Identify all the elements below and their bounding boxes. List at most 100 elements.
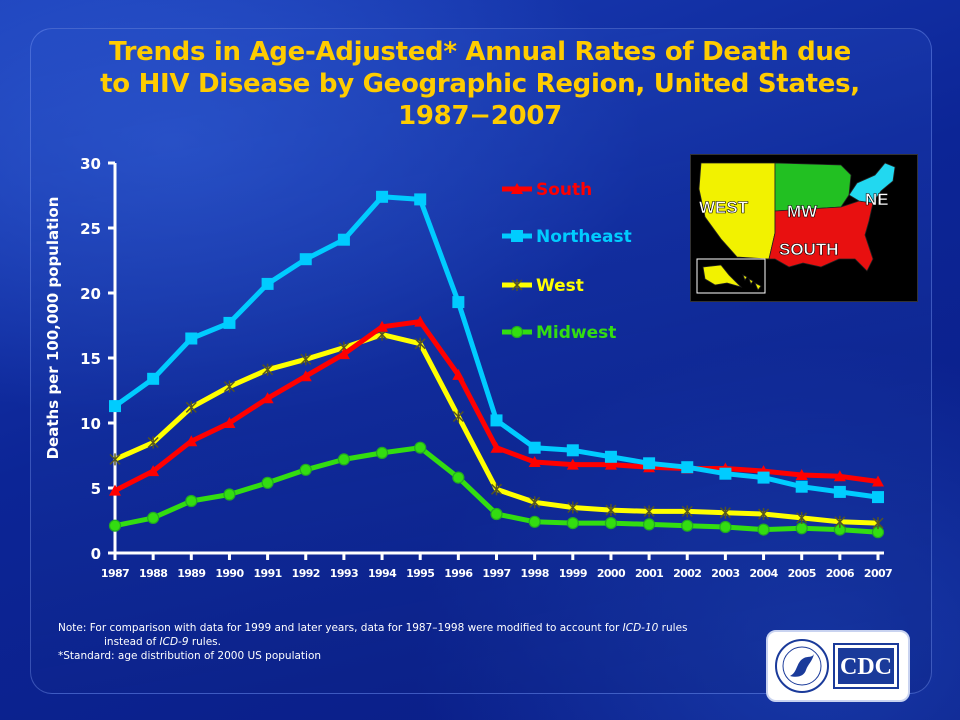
data-point — [529, 496, 541, 509]
data-point — [376, 320, 389, 332]
x-tick-label: 1999 — [559, 567, 587, 580]
data-point — [337, 233, 350, 246]
data-point — [528, 515, 541, 528]
data-point — [452, 296, 465, 309]
data-point — [719, 506, 731, 519]
data-point — [681, 461, 694, 474]
x-tick-label: 1993 — [330, 567, 358, 580]
chart-axes: 0 5 10 15 20 25 30 1987 1988 1989 1990 1991 1992 1993… — [44, 155, 893, 580]
data-point — [300, 353, 312, 366]
data-point — [511, 279, 523, 291]
data-point — [109, 484, 121, 496]
data-point — [261, 476, 274, 489]
data-point — [147, 436, 159, 449]
data-point — [414, 337, 426, 350]
data-point — [337, 453, 350, 466]
cdc-logo-graphic: CDC — [775, 639, 899, 693]
x-tick-label: 1997 — [482, 567, 510, 580]
data-point — [223, 380, 235, 393]
y-tick-label: 5 — [91, 480, 101, 498]
data-point — [795, 469, 808, 480]
data-point — [528, 441, 541, 454]
data-point — [299, 253, 312, 266]
legend-item-south: South — [502, 180, 592, 200]
x-tick-label: 1994 — [368, 567, 397, 580]
data-point — [757, 523, 770, 536]
series-south — [109, 315, 884, 496]
data-point — [795, 480, 808, 493]
data-point — [299, 370, 312, 382]
y-axis-label: Deaths per 100,000 population — [44, 197, 62, 460]
data-point — [834, 515, 846, 528]
data-point — [223, 488, 236, 501]
note-line-1: Note: For comparison with data for 1999 … — [58, 622, 688, 634]
hhs-eagle-icon — [790, 654, 814, 677]
data-point — [109, 400, 121, 413]
data-point — [719, 467, 732, 480]
x-tick-label: 2002 — [673, 567, 701, 580]
x-tick-label: 2006 — [826, 567, 855, 580]
data-point — [147, 511, 160, 525]
data-point — [643, 457, 656, 470]
us-region-map: WEST MW SOUTH NE — [690, 154, 918, 302]
data-point — [511, 183, 523, 194]
y-tick-label: 15 — [80, 350, 101, 368]
note-line-3: *Standard: age distribution of 2000 US p… — [58, 650, 322, 662]
map-inset-frame — [696, 258, 766, 294]
x-tick-label: 2004 — [749, 567, 778, 580]
data-point — [643, 505, 655, 518]
data-point — [833, 485, 846, 498]
data-point — [490, 483, 503, 496]
data-point — [452, 410, 464, 423]
us-region-map-graphic: WEST MW SOUTH NE — [696, 162, 896, 294]
data-point — [108, 519, 122, 532]
data-point — [490, 441, 503, 453]
map-label-northeast: NE — [865, 190, 889, 209]
data-point — [299, 463, 312, 476]
map-label-west: WEST — [699, 198, 749, 217]
series-midwest — [108, 441, 885, 539]
x-tick-label: 2001 — [635, 567, 663, 580]
x-tick-label: 2005 — [788, 567, 816, 580]
x-tick-label: 1991 — [253, 567, 281, 580]
data-point — [872, 517, 884, 530]
data-point — [566, 444, 579, 457]
data-point — [261, 277, 274, 290]
data-point — [681, 519, 694, 532]
legend-label: South — [536, 180, 592, 200]
data-point — [337, 348, 350, 360]
data-point — [109, 453, 121, 466]
chart-title-line-2: to HIV Disease by Geographic Region, Uni… — [100, 69, 860, 99]
data-point — [566, 516, 579, 530]
series-northeast — [109, 190, 884, 504]
y-tick-label: 30 — [80, 155, 101, 173]
legend-label: West — [536, 276, 584, 296]
x-tick-label: 1992 — [292, 567, 320, 580]
data-point — [642, 518, 656, 531]
x-tick-label: 2007 — [864, 567, 892, 580]
data-point — [719, 520, 732, 534]
data-point — [414, 441, 427, 454]
data-point — [604, 516, 618, 530]
map-region-south — [768, 200, 874, 272]
map-label-south: SOUTH — [779, 240, 839, 259]
data-point — [185, 401, 197, 414]
data-point — [796, 511, 808, 524]
legend-item-northeast: Northeast — [502, 227, 632, 247]
content-panel — [30, 28, 932, 694]
cdc-logo-text: CDC — [840, 654, 892, 680]
x-tick-label: 1995 — [406, 567, 434, 580]
data-point — [510, 325, 524, 339]
x-tick-label: 1990 — [215, 567, 244, 580]
data-point — [414, 193, 427, 206]
x-tick-label: 1989 — [177, 567, 205, 580]
data-point — [223, 417, 236, 428]
data-point — [681, 505, 693, 518]
data-point — [147, 372, 160, 385]
data-point — [795, 522, 808, 535]
legend-item-midwest: Midwest — [502, 323, 616, 343]
y-tick-label: 10 — [80, 415, 101, 433]
x-tick-label: 1988 — [139, 567, 167, 580]
